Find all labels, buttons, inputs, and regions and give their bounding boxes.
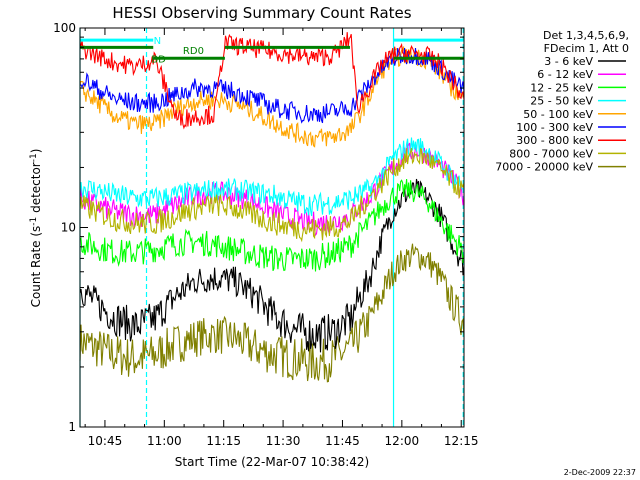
flag-label-rd0: RD0 [183,46,204,57]
legend-label-12-25-kev: 12 - 25 keV [530,81,593,94]
x-tick-label: 12:15 [444,434,479,448]
y-tick-label: 1 [68,420,76,434]
footer-date: 2-Dec-2009 22:37 [564,468,636,477]
x-axis-label: Start Time (22-Mar-07 10:38:42) [175,455,369,469]
y-axis-label-prefix: Count Rate (s [29,226,43,308]
y-tick-label: 100 [53,21,76,35]
series-50-100-kev [79,46,465,148]
legend-label-300-800-kev: 300 - 800 keV [516,134,593,147]
legend-label-800-7000-kev: 800 - 7000 keV [509,147,593,160]
y-axis-label-exponent-2: -1 [29,153,39,162]
x-tick-label: 11:30 [266,434,301,448]
series-100-300-kev [80,47,465,124]
chart-title: HESSI Observing Summary Count Rates [112,4,411,22]
legend-label-50-100-kev: 50 - 100 keV [523,108,593,121]
y-tick-label: 10 [61,221,76,235]
flag-labels: N RD0 BD [151,36,204,65]
x-tick-label: 11:00 [147,434,182,448]
series-12-25-kev [79,178,465,272]
x-tick-label: 10:45 [88,434,123,448]
y-axis-ticks: 1 10 100 [53,21,464,434]
x-axis-ticks: 10:45 11:00 11:15 11:30 11:45 12:00 12:15 [84,28,479,448]
legend-label-100-300-kev: 100 - 300 keV [516,121,593,134]
y-axis-label-suffix: detector [29,162,43,217]
legend-header-1: Det 1,3,4,5,6,9, [543,29,629,42]
flag-label-n: N [154,36,161,47]
series-800-7000-kev [79,147,465,243]
x-tick-label: 11:45 [325,434,360,448]
legend-header-2: FDecim 1, Att 0 [544,42,629,55]
legend-label-25-50-kev: 25 - 50 keV [530,95,593,108]
legend: Det 1,3,4,5,6,9, FDecim 1, Att 0 3 - 6 k… [495,29,629,174]
legend-label-3-6-kev: 3 - 6 keV [544,55,593,68]
series-layer [79,32,465,383]
y-axis-label: Count Rate (s-1 detector-1) [29,149,43,308]
y-axis-label-exponent: -1 [29,217,39,226]
y-axis-label-close: ) [29,149,43,154]
series-300-800-kev [79,32,465,130]
flag-label-bd: BD [151,54,166,65]
x-tick-label: 12:00 [385,434,420,448]
series-25-50-kev [79,137,465,217]
series-3-6-kev [79,178,465,353]
legend-label-7000-20000-kev: 7000 - 20000 keV [495,161,593,174]
flag-bars [80,38,464,60]
legend-label-6-12-kev: 6 - 12 keV [537,68,593,81]
series-7000-20000-kev [79,243,465,383]
x-tick-label: 11:15 [206,434,241,448]
